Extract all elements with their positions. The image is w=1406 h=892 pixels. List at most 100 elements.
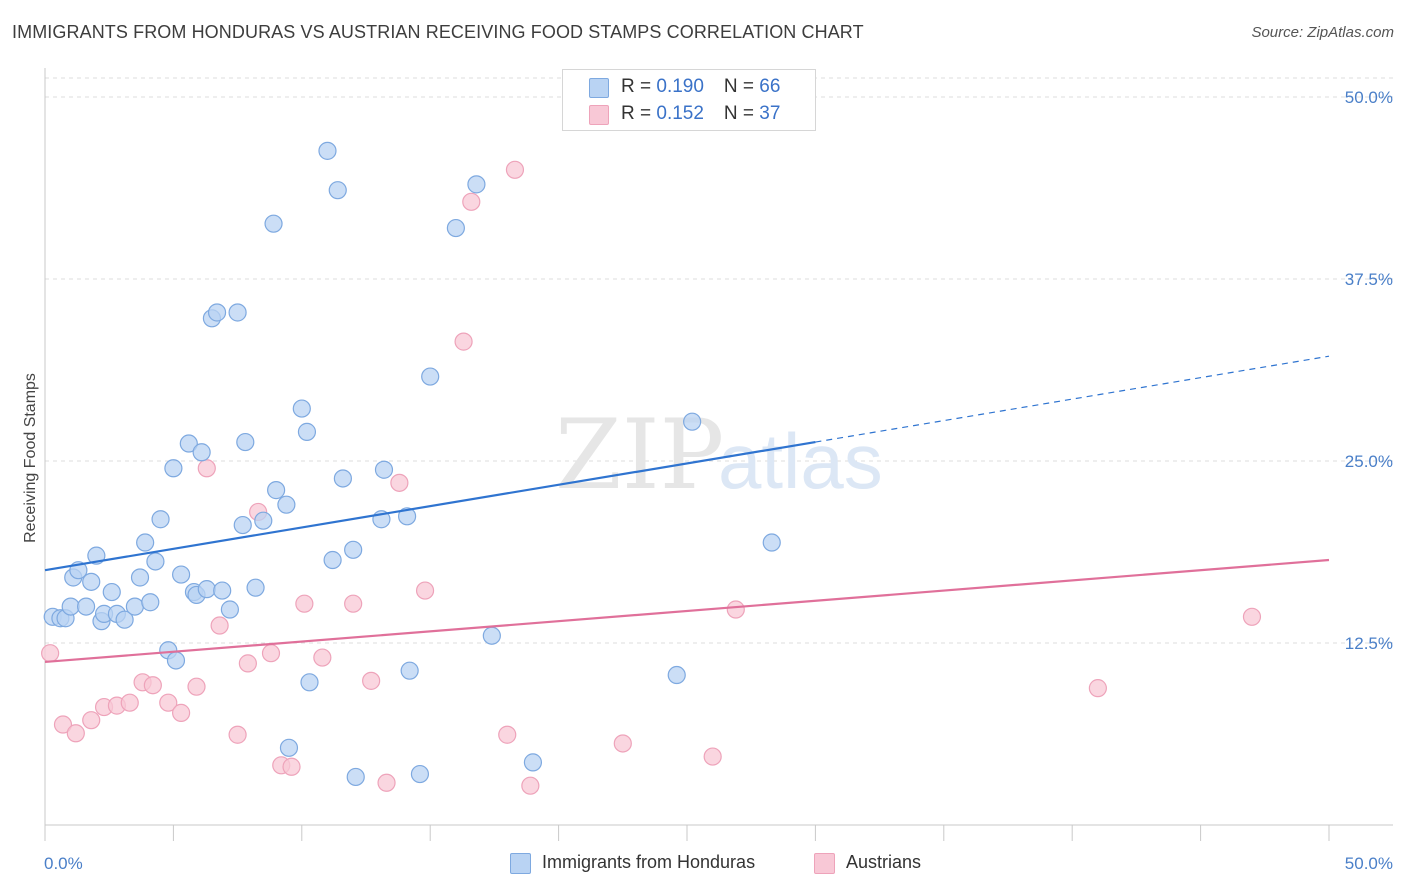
data-point-austrians: [120, 693, 139, 712]
data-point-honduras: [136, 533, 155, 552]
data-point-honduras: [482, 626, 501, 645]
data-point-austrians: [41, 644, 60, 663]
data-point-austrians: [415, 581, 435, 600]
y-tick-label: 37.5%: [1345, 270, 1393, 289]
data-point-austrians: [1088, 679, 1107, 698]
data-point-honduras: [236, 432, 255, 452]
data-point-austrians: [613, 734, 632, 753]
legend-r-value: 0.152: [656, 103, 704, 124]
legend-label-honduras: Immigrants from Honduras: [542, 852, 756, 872]
legend-swatch-blue: [510, 853, 531, 874]
data-point-honduras: [667, 665, 686, 685]
legend-series: Immigrants from Honduras Austrians: [0, 852, 1406, 878]
y-tick-label: 12.5%: [1345, 634, 1393, 653]
data-point-honduras: [344, 540, 363, 559]
data-point-austrians: [313, 648, 332, 667]
data-point-honduras: [197, 580, 216, 599]
data-point-honduras: [292, 399, 311, 418]
data-point-honduras: [277, 495, 296, 514]
chart-title: IMMIGRANTS FROM HONDURAS VS AUSTRIAN REC…: [12, 22, 864, 42]
data-point-austrians: [261, 644, 281, 663]
y-tick-label: 25.0%: [1345, 452, 1393, 471]
data-point-austrians: [172, 703, 191, 722]
data-point-honduras: [323, 550, 342, 570]
legend-swatch-blue: [589, 78, 609, 98]
data-point-honduras: [279, 738, 299, 757]
grid-lines: [45, 77, 1393, 644]
source-label: Source: ZipAtlas.com: [1251, 24, 1394, 41]
data-point-honduras: [76, 597, 96, 616]
data-point-honduras: [467, 175, 486, 194]
data-point-honduras: [264, 214, 283, 233]
x-tick-label: 50.0%: [1345, 854, 1393, 873]
data-point-austrians: [238, 654, 257, 673]
y-tick-labels: 12.5% 25.0% 37.5% 50.0%: [1345, 88, 1393, 653]
data-point-honduras: [762, 533, 781, 552]
data-point-austrians: [390, 473, 409, 492]
legend-swatch-pink: [589, 105, 609, 125]
data-point-austrians: [1242, 607, 1262, 626]
data-point-honduras: [164, 459, 183, 478]
data-point-honduras: [233, 515, 252, 535]
data-point-honduras: [683, 412, 702, 431]
axes: [44, 68, 1393, 841]
data-point-honduras: [254, 511, 273, 530]
legend-n-value: 66: [759, 76, 781, 97]
data-point-honduras: [61, 597, 80, 616]
y-tick-label: 50.0%: [1345, 88, 1393, 107]
data-point-honduras: [146, 552, 165, 571]
data-point-honduras: [102, 582, 121, 602]
data-point-honduras: [410, 764, 430, 784]
data-point-austrians: [362, 671, 381, 690]
data-point-honduras: [421, 367, 440, 386]
legend-r-value: 0.190: [656, 76, 704, 97]
legend-r-label: R =: [621, 76, 657, 97]
data-point-austrians: [159, 693, 178, 712]
trend-line-austrians: [44, 558, 1330, 664]
data-point-honduras: [300, 673, 319, 692]
data-point-austrians: [462, 192, 481, 211]
data-point-honduras: [228, 303, 247, 322]
data-point-honduras: [207, 303, 227, 322]
legend-n-value: 37: [759, 103, 781, 124]
data-point-honduras: [328, 181, 347, 200]
trend-lines: [44, 355, 1330, 664]
series-honduras-points: [43, 141, 781, 787]
data-point-austrians: [295, 594, 314, 613]
data-point-honduras: [172, 565, 191, 584]
data-point-honduras: [523, 753, 543, 772]
data-point-honduras: [82, 572, 101, 591]
data-point-honduras: [267, 481, 286, 500]
data-point-honduras: [213, 581, 232, 600]
data-point-austrians: [726, 600, 745, 619]
data-point-honduras: [141, 593, 160, 612]
data-point-austrians: [454, 332, 473, 351]
data-point-honduras: [151, 510, 170, 529]
data-point-austrians: [66, 724, 85, 743]
x-tick-label: 0.0%: [44, 854, 83, 873]
trend-line-honduras-extension: [815, 355, 1330, 443]
data-point-austrians: [143, 676, 162, 695]
legend-n-label: N =: [723, 76, 760, 97]
data-point-austrians: [53, 715, 73, 734]
data-point-honduras: [374, 460, 394, 479]
legend-swatch-pink: [814, 853, 835, 874]
data-point-honduras: [400, 661, 419, 680]
y-axis-label: Receiving Food Stamps: [22, 373, 39, 543]
data-point-honduras: [346, 767, 365, 787]
data-point-honduras: [446, 218, 465, 238]
data-point-austrians: [282, 757, 301, 776]
data-point-austrians: [228, 725, 247, 744]
data-point-honduras: [179, 434, 198, 453]
watermark: ZIP atlas: [555, 399, 883, 511]
data-point-honduras: [130, 568, 150, 587]
data-point-austrians: [521, 776, 540, 795]
legend-r-label: R =: [621, 103, 657, 124]
data-point-honduras: [115, 610, 134, 629]
data-point-austrians: [377, 773, 396, 792]
data-point-honduras: [318, 141, 337, 160]
data-point-honduras: [333, 469, 352, 488]
data-point-honduras: [220, 600, 239, 619]
series-austrians-points: [41, 160, 1262, 795]
